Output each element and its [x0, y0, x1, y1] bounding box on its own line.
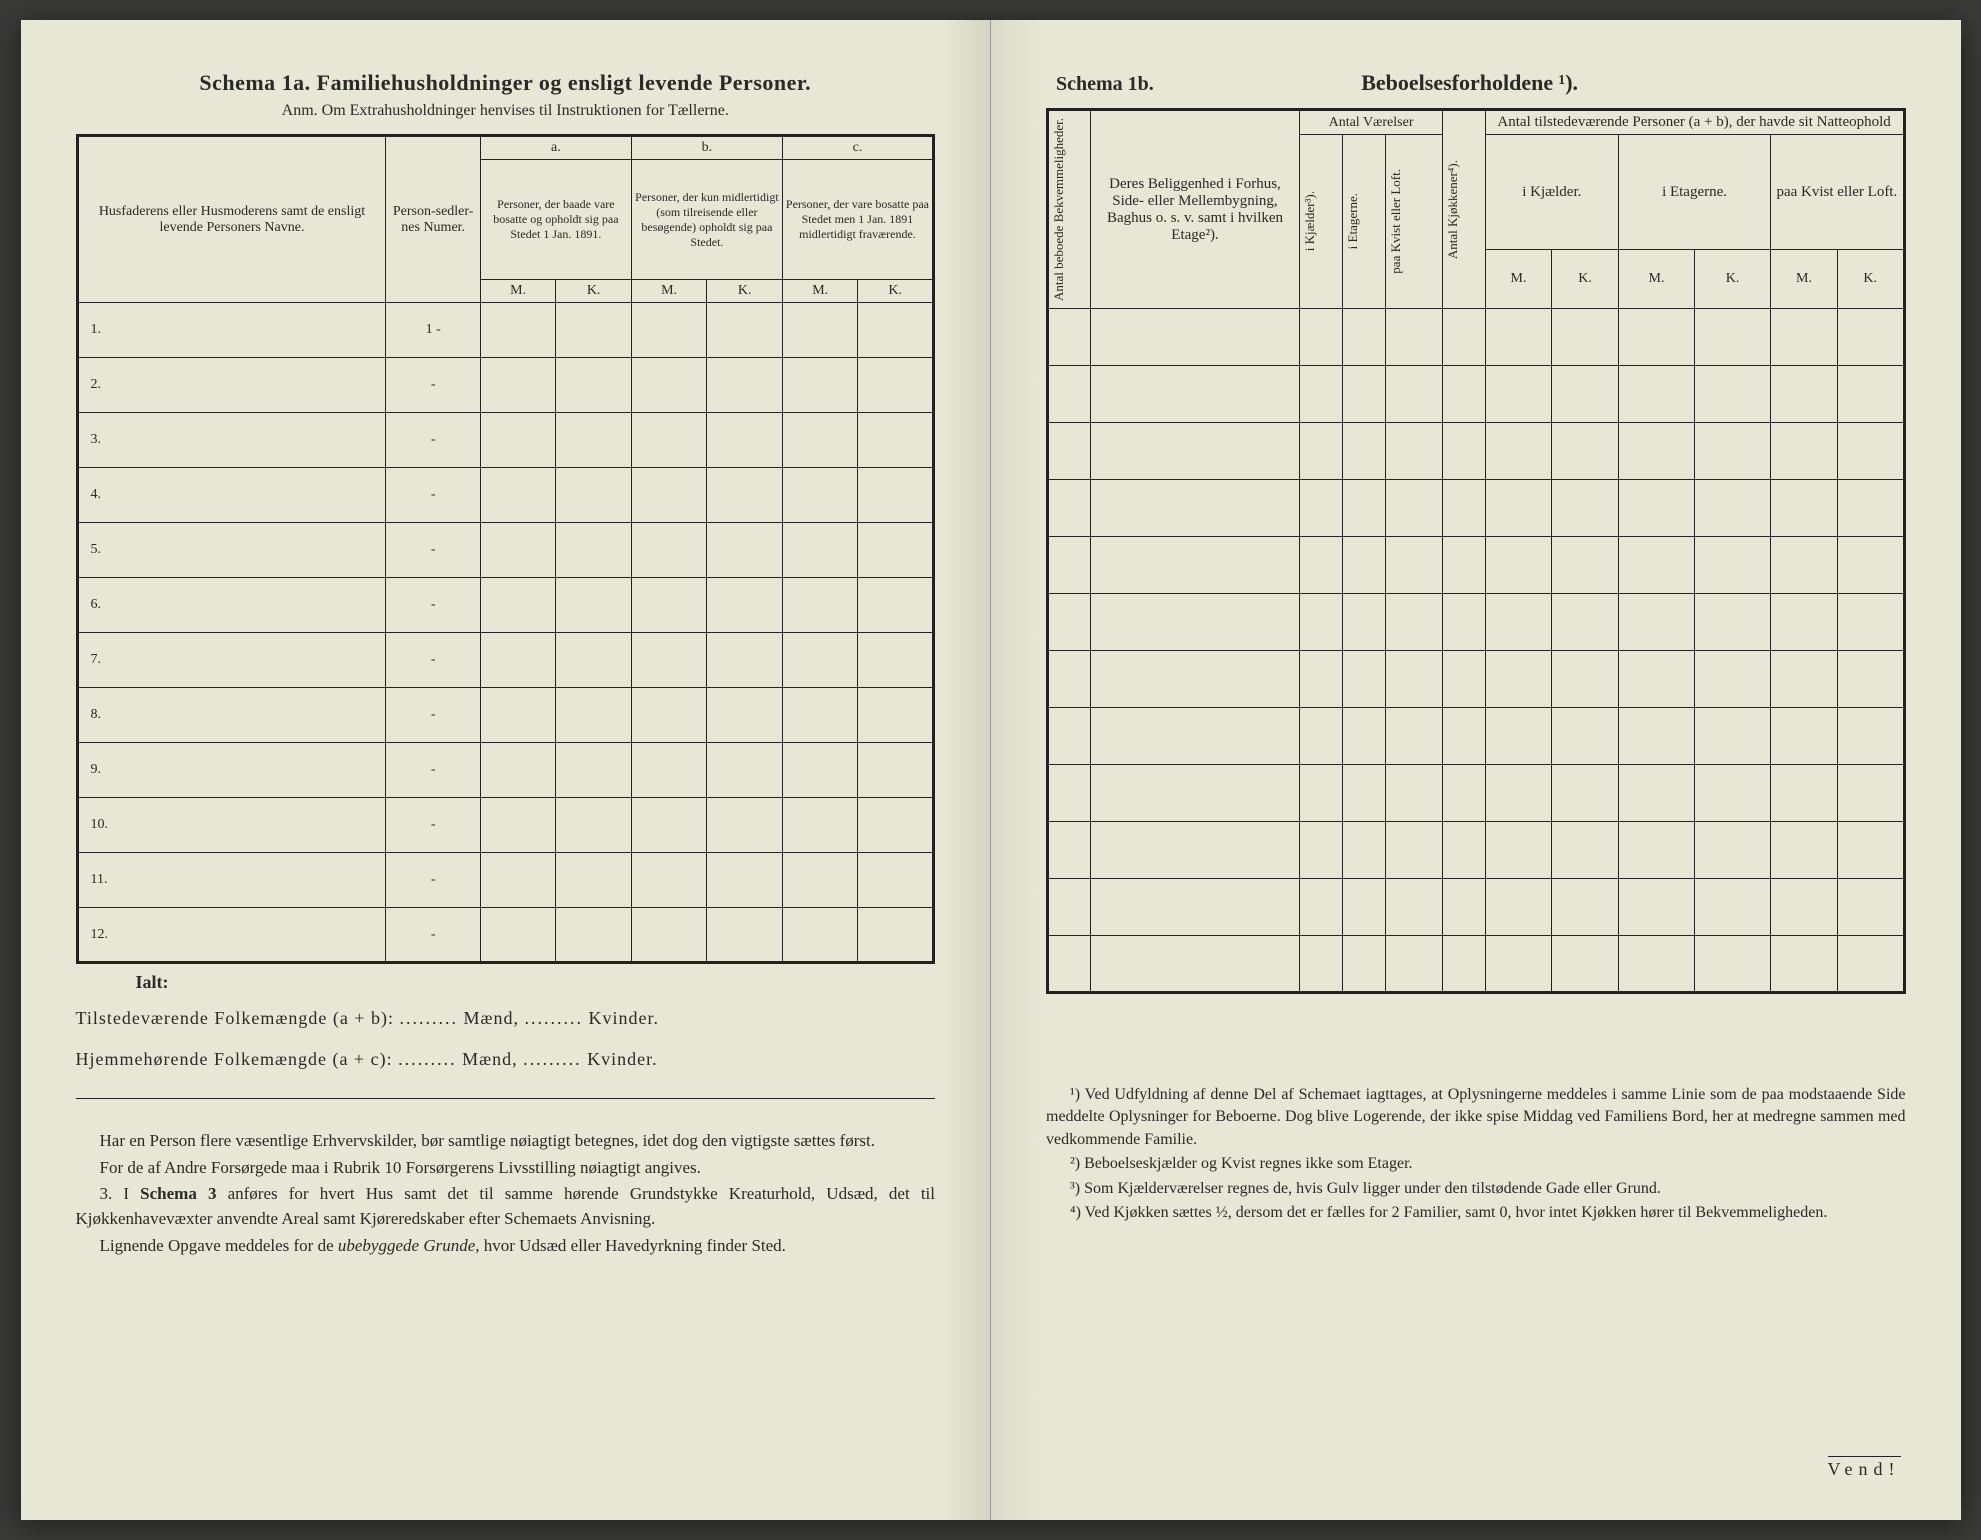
row-num: 1.	[77, 303, 386, 358]
col-b-label: b.	[631, 136, 782, 160]
mk-header: M.	[1485, 250, 1552, 309]
schema-1a-table: Husfaderens eller Husmoderens samt de en…	[76, 134, 936, 964]
schema-1a-subtitle: Anm. Om Extrahusholdninger henvises til …	[76, 102, 936, 120]
right-page: Schema 1b. Beboelsesforholdene ¹). Antal…	[991, 20, 1961, 1520]
footnote-4: ⁴) Ved Kjøkken sættes ½, dersom det er f…	[1046, 1202, 1906, 1224]
person-cell: 1 -	[386, 303, 480, 358]
row-num: 6.	[77, 578, 386, 633]
row-num: 5.	[77, 523, 386, 578]
row-num: 3.	[77, 413, 386, 468]
mk-header: K.	[556, 280, 632, 303]
mk-header: K.	[1837, 250, 1904, 309]
mk-header: M.	[1771, 250, 1838, 309]
col-kjokken: Antal Kjøkkener⁴).	[1442, 110, 1485, 309]
footnote-1: ¹) Ved Udfyldning af denne Del af Schema…	[1046, 1084, 1906, 1151]
schema-1b-label: Schema 1b.	[1056, 73, 1154, 96]
col-c-text: Personer, der vare bosatte paa Stedet me…	[782, 160, 933, 280]
person-cell: -	[386, 688, 480, 743]
row-num: 7.	[77, 633, 386, 688]
summary-line-2: Hjemmehørende Folkemængde (a + c): .....…	[76, 1044, 936, 1075]
mk-header: M.	[782, 280, 858, 303]
schema-1b-table: Antal beboede Bekvemmeligheder. Deres Be…	[1046, 108, 1906, 994]
footnote-2: ²) Beboelseskjælder og Kvist regnes ikke…	[1046, 1153, 1906, 1175]
left-notes: Har en Person flere væsentlige Erhvervsk…	[76, 1129, 936, 1258]
left-page: Schema 1a. Familiehusholdninger og ensli…	[21, 20, 992, 1520]
person-cell: -	[386, 578, 480, 633]
col-a-label: a.	[480, 136, 631, 160]
schema-1a-title: Schema 1a. Familiehusholdninger og ensli…	[76, 70, 936, 96]
row-num: 9.	[77, 743, 386, 798]
row-num: 12.	[77, 908, 386, 963]
row-num: 4.	[77, 468, 386, 523]
note-text: Har en Person flere væsentlige Erhvervsk…	[76, 1129, 936, 1154]
mk-header: K.	[1695, 250, 1771, 309]
person-cell: -	[386, 798, 480, 853]
mk-header: K.	[1552, 250, 1619, 309]
ialt-label: Ialt:	[76, 972, 936, 993]
row-num: 11.	[77, 853, 386, 908]
sub-kvist: paa Kvist eller Loft.	[1771, 135, 1904, 250]
col-b-text: Personer, der kun midlertidigt (som tilr…	[631, 160, 782, 280]
vend-label: Vend!	[1828, 1456, 1901, 1480]
schema-1b-title: Beboelsesforholdene ¹).	[1361, 70, 1578, 96]
mk-header: K.	[707, 280, 783, 303]
person-cell: -	[386, 413, 480, 468]
schema-1b-header: Schema 1b. Beboelsesforholdene ¹).	[1046, 70, 1906, 108]
sub-kjael: i Kjælder.	[1485, 135, 1618, 250]
book-spread: Schema 1a. Familiehusholdninger og ensli…	[21, 20, 1961, 1520]
person-cell: -	[386, 908, 480, 963]
mk-header: M.	[480, 280, 556, 303]
note-text: Lignende Opgave meddeles for de ubebygge…	[76, 1234, 936, 1259]
col-antal-vaer: Antal Værelser	[1300, 110, 1443, 135]
person-cell: -	[386, 853, 480, 908]
person-cell: -	[386, 523, 480, 578]
col-beligg: Deres Beliggenhed i Forhus, Side- eller …	[1090, 110, 1299, 309]
person-cell: -	[386, 633, 480, 688]
note-text: For de af Andre Forsørgede maa i Rubrik …	[76, 1156, 936, 1181]
person-cell: -	[386, 358, 480, 413]
row-num: 8.	[77, 688, 386, 743]
col-kvist: paa Kvist eller Loft.	[1385, 135, 1442, 309]
row-num: 2.	[77, 358, 386, 413]
sub-etag: i Etagerne.	[1618, 135, 1770, 250]
col-antal-bebo: Antal beboede Bekvemmeligheder.	[1048, 110, 1091, 309]
col-tilstede: Antal tilstedeværende Personer (a + b), …	[1485, 110, 1904, 135]
mk-header: K.	[858, 280, 934, 303]
right-footnotes: ¹) Ved Udfyldning af denne Del af Schema…	[1046, 1084, 1906, 1224]
footnote-3: ³) Som Kjælderværelser regnes de, hvis G…	[1046, 1178, 1906, 1200]
person-cell: -	[386, 468, 480, 523]
col-c-label: c.	[782, 136, 933, 160]
row-num: 10.	[77, 798, 386, 853]
note-text: 3. I Schema 3 anføres for hvert Hus samt…	[76, 1182, 936, 1231]
col-a-text: Personer, der baade vare bosatte og opho…	[480, 160, 631, 280]
col-etagerne: i Etagerne.	[1343, 135, 1386, 309]
mk-header: M.	[631, 280, 707, 303]
col-person-header: Person-sedler-nes Numer.	[386, 136, 480, 303]
summary-line-1: Tilstedeværende Folkemængde (a + b): ...…	[76, 1003, 936, 1034]
mk-header: M.	[1618, 250, 1694, 309]
col-names-header: Husfaderens eller Husmoderens samt de en…	[77, 136, 386, 303]
col-kjaelder: i Kjælder³).	[1300, 135, 1343, 309]
person-cell: -	[386, 743, 480, 798]
